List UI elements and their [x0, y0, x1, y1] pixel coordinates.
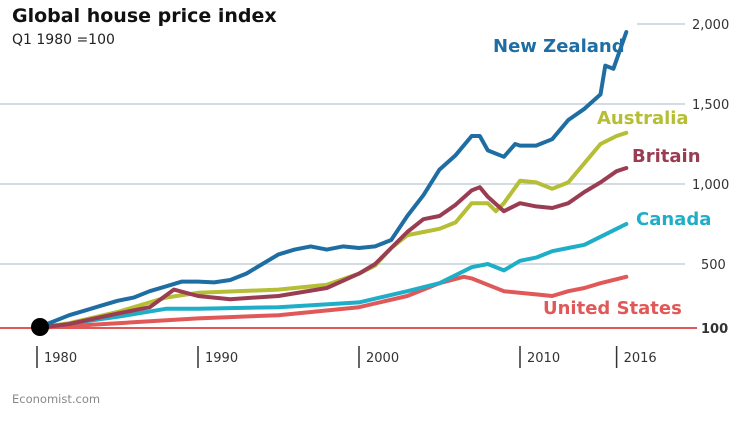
x-tick-label: 2016 [624, 351, 657, 366]
x-tick-label: 2010 [527, 351, 560, 366]
series-line-united-states [35, 274, 629, 330]
chart-title: Global house price index [12, 5, 277, 27]
series-label: Canada [636, 209, 711, 230]
series-line-australia [35, 130, 629, 330]
y-tick-label: 2,000 [692, 18, 729, 33]
series-label: United States [543, 298, 682, 319]
x-tick-label: 1990 [205, 351, 238, 366]
series-label: Australia [597, 108, 689, 129]
series-labels: New Zealand Australia Britain Canada United … [493, 36, 711, 319]
x-tick-label: 2000 [366, 351, 399, 366]
gridlines [0, 23, 697, 329]
y-tick-label: 500 [701, 258, 726, 273]
y-tick-label: 1,000 [692, 178, 729, 193]
chart-subtitle: Q1 1980 =100 [12, 32, 115, 48]
y-tick-label: 1,500 [692, 98, 729, 113]
series-line-canada [35, 222, 629, 330]
source-label: Economist.com [12, 392, 100, 406]
series-line-new-zealand [35, 30, 629, 330]
x-axis: 1980 1990 2000 2010 2016 [36, 346, 657, 368]
series-lines [35, 30, 629, 330]
origin-dot [31, 318, 49, 336]
series-label: Britain [632, 146, 701, 167]
series-line-britain [35, 166, 629, 330]
series-label: New Zealand [493, 36, 625, 57]
x-tick-label: 1980 [44, 351, 77, 366]
y-axis: 100 500 1,000 1,500 2,000 [692, 18, 729, 337]
y-tick-label: 100 [701, 322, 728, 337]
